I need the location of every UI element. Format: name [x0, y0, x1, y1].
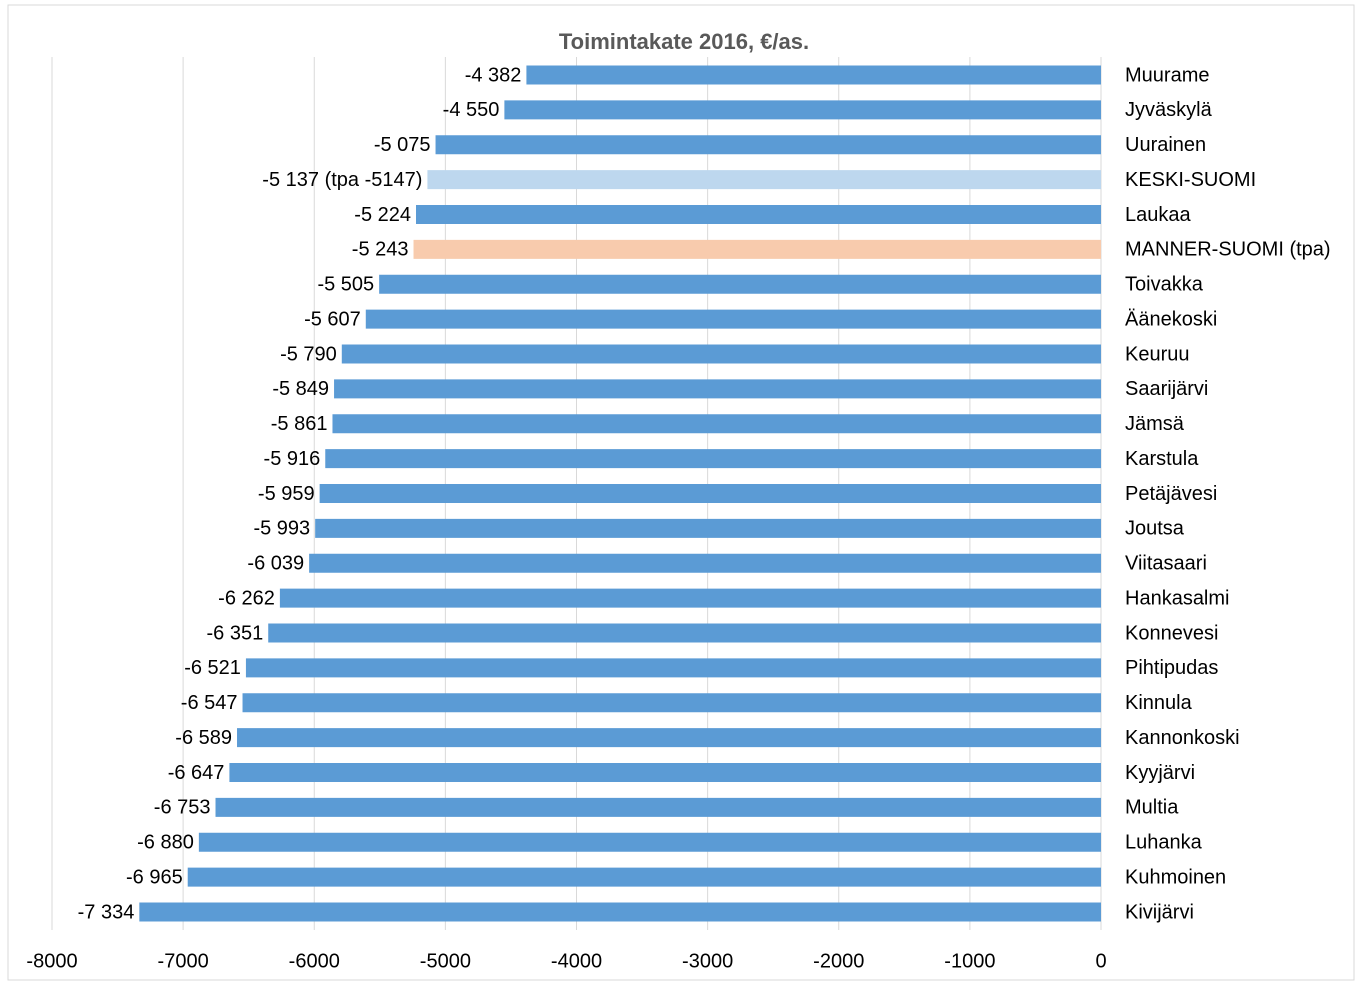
bar: [229, 763, 1102, 782]
bar: [413, 239, 1102, 259]
bar: [237, 728, 1101, 748]
bar: [341, 344, 1101, 364]
value-label: -5 993: [253, 518, 310, 540]
category-label: Luhanka: [1125, 832, 1203, 854]
value-label: -5 075: [374, 134, 431, 156]
value-label: -5 849: [272, 378, 329, 400]
value-label: -6 521: [184, 657, 241, 679]
category-label: Laukaa: [1125, 204, 1191, 226]
bar: [427, 170, 1101, 190]
category-label: Hankasalmi: [1125, 587, 1229, 609]
bar: [139, 902, 1102, 922]
category-label: Viitasaari: [1125, 553, 1207, 575]
bar: [334, 379, 1101, 399]
value-label: -5 243: [352, 239, 409, 261]
category-label: KESKI-SUOMI: [1125, 169, 1256, 191]
bar: [198, 832, 1102, 852]
chart-title: Toimintakate 2016, €/as.: [559, 29, 809, 54]
value-label: -7 334: [78, 901, 135, 923]
category-label: MANNER-SUOMI (tpa): [1125, 239, 1331, 261]
category-label: Toivakka: [1125, 274, 1204, 296]
bar: [504, 100, 1102, 120]
x-tick-label: -7000: [158, 950, 209, 972]
value-label: -5 959: [258, 483, 315, 505]
x-tick-label: -8000: [26, 950, 77, 972]
value-label: -6 965: [126, 866, 183, 888]
bar: [215, 797, 1101, 817]
bar: [332, 414, 1101, 434]
bar: [325, 449, 1101, 469]
x-tick-label: -3000: [682, 950, 733, 972]
category-label: Joutsa: [1125, 518, 1185, 540]
bar: [526, 65, 1101, 85]
category-label: Karstula: [1125, 448, 1199, 470]
category-label: Keuruu: [1125, 343, 1190, 365]
bar: [245, 658, 1102, 678]
bar: [416, 205, 1101, 224]
category-label: Kyyjärvi: [1125, 762, 1195, 784]
value-label: -5 861: [271, 413, 328, 435]
category-label: Kivijärvi: [1125, 901, 1194, 923]
value-label: -6 547: [181, 692, 238, 714]
bar: [435, 135, 1101, 155]
value-label: -5 505: [317, 274, 374, 296]
value-label: -5 137 (tpa -5147): [262, 169, 422, 191]
x-tick-label: -5000: [420, 950, 471, 972]
x-tick-label: -4000: [551, 950, 602, 972]
value-label: -4 382: [465, 64, 522, 86]
category-label: Muurame: [1125, 64, 1209, 86]
bar: [187, 867, 1102, 887]
bar: [242, 693, 1101, 713]
bar: [315, 518, 1102, 538]
category-label: Kinnula: [1125, 692, 1193, 714]
value-label: -6 262: [218, 587, 275, 609]
bar: [319, 484, 1102, 503]
value-label: -5 224: [354, 204, 411, 226]
category-label: Jämsä: [1125, 413, 1185, 435]
category-label: Multia: [1125, 797, 1179, 819]
value-label: -6 647: [168, 762, 225, 784]
value-label: -4 550: [443, 99, 500, 121]
value-label: -6 039: [247, 553, 304, 575]
value-label: -6 880: [137, 832, 194, 854]
category-label: Uurainen: [1125, 134, 1206, 156]
category-label: Petäjävesi: [1125, 483, 1217, 505]
category-label: Jyväskylä: [1125, 99, 1213, 121]
value-label: -6 753: [154, 797, 211, 819]
bar: [365, 309, 1102, 329]
category-label: Äänekoski: [1125, 308, 1217, 330]
x-tick-label: -2000: [813, 950, 864, 972]
value-label: -5 916: [264, 448, 321, 470]
category-label: Kuhmoinen: [1125, 866, 1226, 888]
value-label: -5 790: [280, 343, 337, 365]
bar: [268, 623, 1102, 643]
value-label: -6 589: [175, 727, 232, 749]
value-label: -5 607: [304, 308, 361, 330]
category-label: Konnevesi: [1125, 622, 1218, 644]
category-label: Saarijärvi: [1125, 378, 1208, 400]
category-label: Pihtipudas: [1125, 657, 1218, 679]
x-tick-label: 0: [1095, 950, 1106, 972]
bar: [309, 553, 1102, 573]
category-label: Kannonkoski: [1125, 727, 1240, 749]
bar: [279, 588, 1101, 608]
x-tick-label: -1000: [944, 950, 995, 972]
value-label: -6 351: [207, 622, 264, 644]
x-tick-label: -6000: [289, 950, 340, 972]
bar: [379, 274, 1101, 294]
